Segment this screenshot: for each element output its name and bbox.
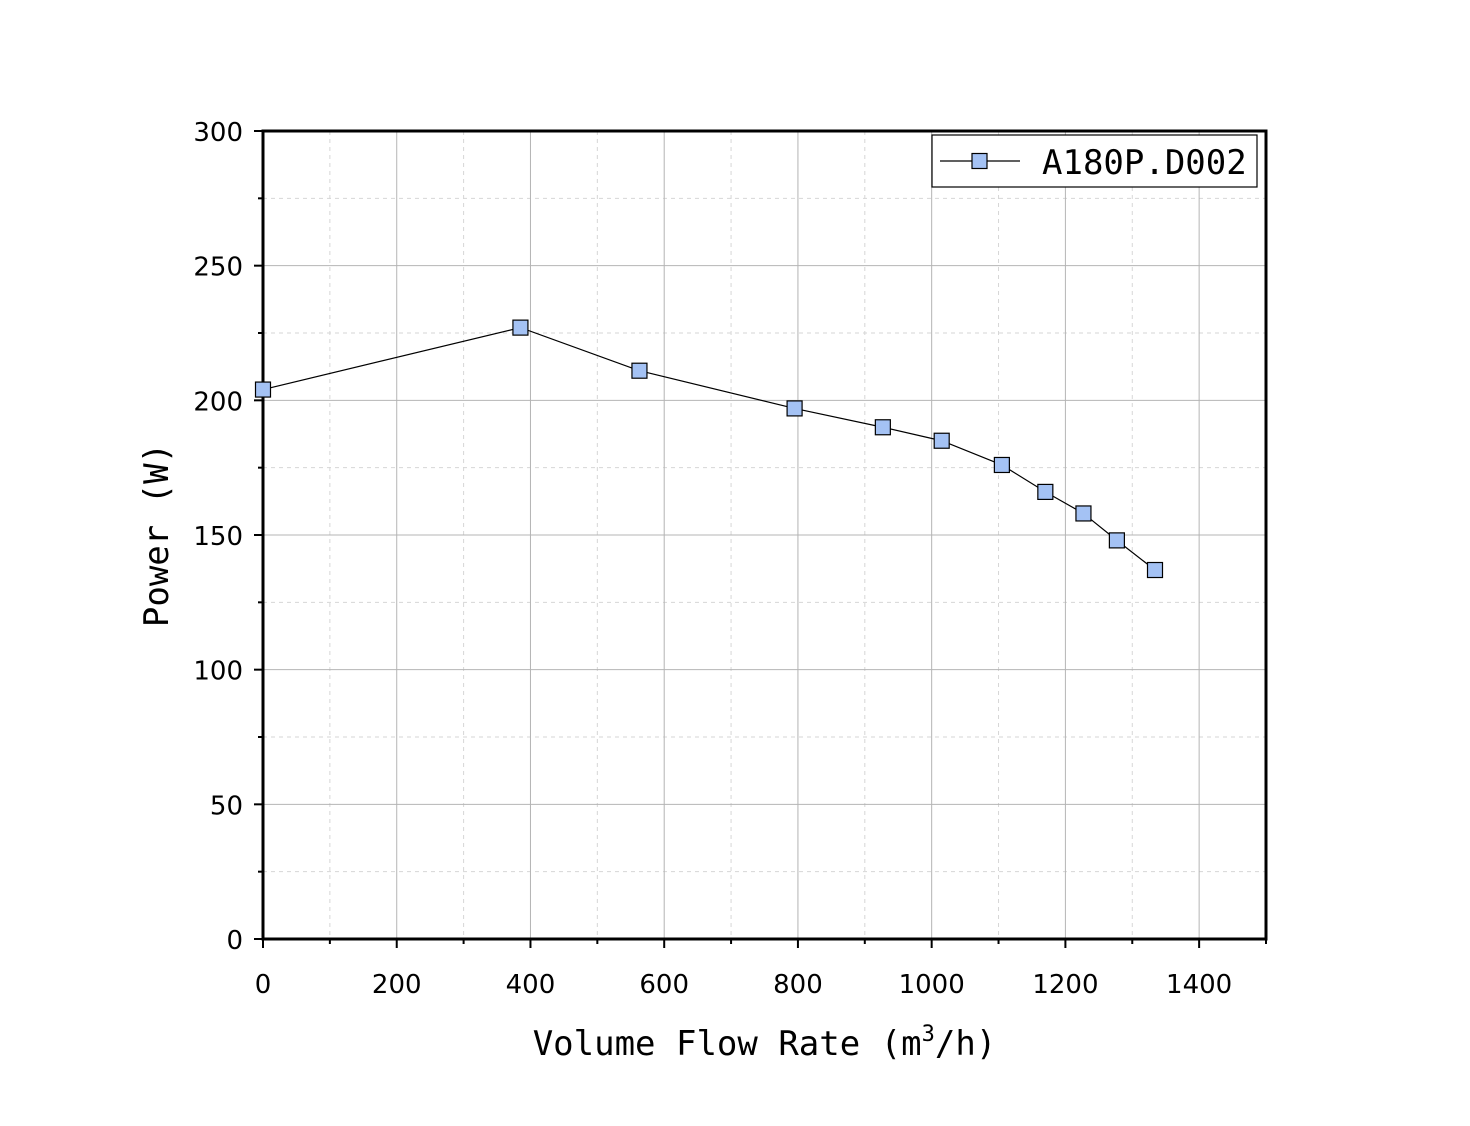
x-axis-title-sup: 3 xyxy=(922,1022,935,1047)
data-point-marker xyxy=(631,362,648,379)
data-point-marker xyxy=(874,419,891,436)
data-point-marker xyxy=(993,456,1010,474)
data-point-marker xyxy=(512,319,529,336)
data-point-marker xyxy=(1075,505,1092,522)
x-tick-label: 800 xyxy=(773,970,823,1000)
y-tick-label: 250 xyxy=(193,253,243,283)
y-tick-label: 100 xyxy=(193,657,243,687)
y-tick-label: 0 xyxy=(226,926,243,956)
y-tick-label: 50 xyxy=(210,791,243,821)
x-tick-label: 1400 xyxy=(1166,970,1232,1000)
legend: A180P.D002 xyxy=(931,134,1258,188)
x-tick-label: 400 xyxy=(506,970,556,1000)
x-tick-label: 0 xyxy=(255,970,272,1000)
y-tick-label: 150 xyxy=(193,522,243,552)
data-point-marker xyxy=(786,400,803,417)
y-tick-labels: 0 50 100 150 200 250 300 xyxy=(193,118,243,956)
data-point-marker xyxy=(933,432,950,449)
data-point-marker xyxy=(1037,483,1054,501)
x-axis-title: Volume Flow Rate (m3/h) xyxy=(533,1022,997,1064)
x-tick-label: 1000 xyxy=(899,970,965,1000)
y-axis-title: Power (W) xyxy=(137,443,177,627)
x-axis-title-prefix: Volume Flow Rate (m xyxy=(533,1024,922,1064)
data-point-marker xyxy=(1146,561,1164,579)
x-axis-title-suffix: /h) xyxy=(935,1024,996,1064)
x-tick-label: 200 xyxy=(372,970,422,1000)
legend-label: A180P.D002 xyxy=(1042,143,1247,183)
x-tick-label: 1200 xyxy=(1032,970,1098,1000)
data-point-marker xyxy=(254,381,272,398)
major-grid xyxy=(263,131,1266,939)
data-point-marker xyxy=(1108,532,1125,549)
series-layer xyxy=(254,319,1164,579)
y-tick-label: 200 xyxy=(193,387,243,417)
axis-ticks xyxy=(254,130,1267,948)
legend-marker-square xyxy=(971,152,988,170)
x-tick-labels: 0 200 400 600 800 1000 1200 1400 xyxy=(255,970,1232,1000)
y-tick-label: 300 xyxy=(193,118,243,148)
x-tick-label: 600 xyxy=(639,970,689,1000)
